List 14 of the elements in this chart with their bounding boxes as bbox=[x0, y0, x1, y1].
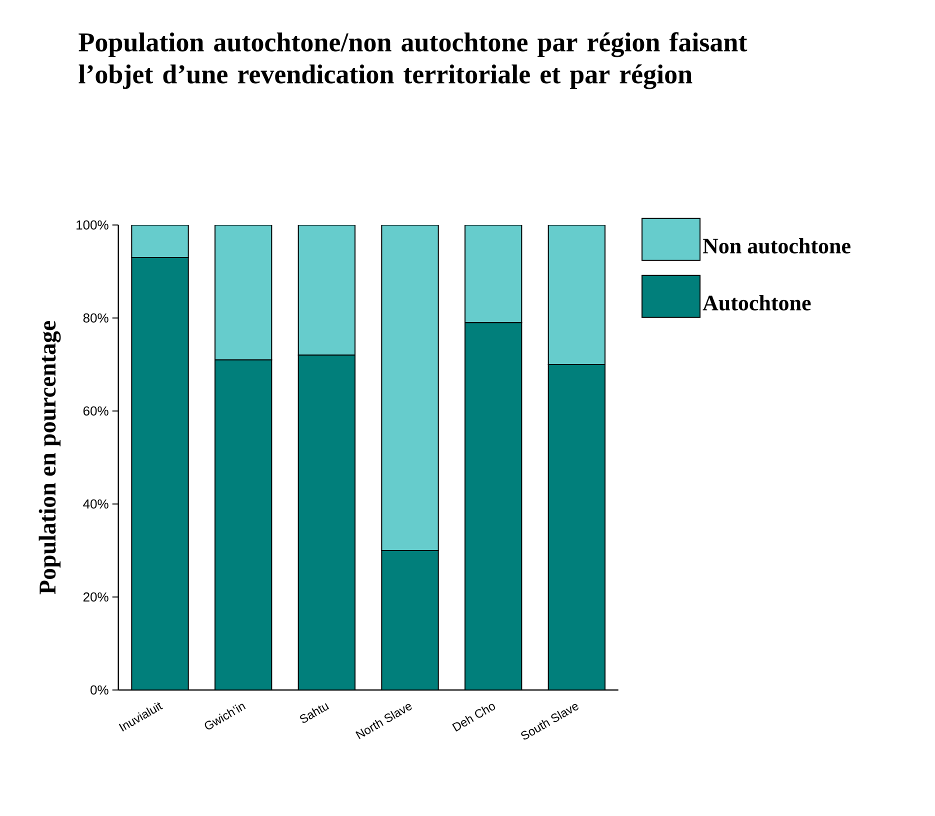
chart-title: Population autochtone/non autochtone par région faisant l’objet d’une revendication territoriale et par région bbox=[78, 32, 748, 90]
y-tick-label: 0% bbox=[90, 685, 108, 695]
x-tick-label: South Slave bbox=[521, 704, 578, 740]
legend-label: Autochtone bbox=[702, 294, 811, 311]
x-tick-label: North Slave bbox=[356, 704, 412, 740]
y-axis-title: Population en pourcentage bbox=[38, 320, 61, 594]
y-tick-label: 80% bbox=[83, 313, 108, 323]
y-tick-label: 100% bbox=[76, 220, 108, 230]
y-tick-label: 60% bbox=[83, 406, 108, 416]
y-tick-label: 40% bbox=[83, 499, 108, 509]
y-tick-label: 20% bbox=[83, 592, 108, 602]
legend-label: Non autochtone bbox=[702, 238, 850, 254]
x-tick-label: Deh Cho bbox=[452, 704, 496, 732]
x-tick-label: Sahtu bbox=[300, 703, 330, 723]
